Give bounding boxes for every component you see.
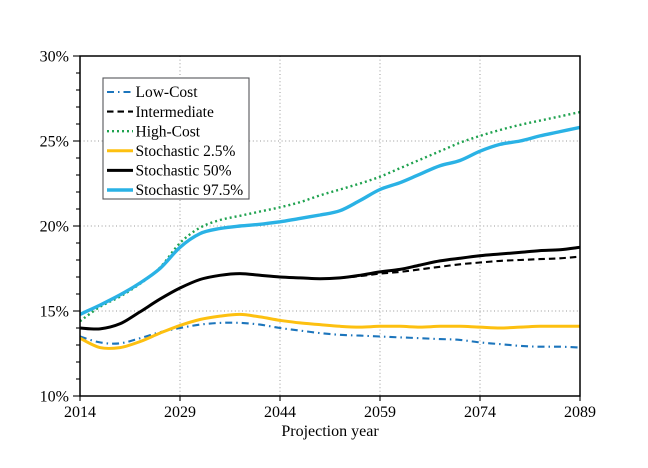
y-tick-label: 10% (40, 389, 69, 406)
x-tick-label: 2074 (464, 404, 496, 421)
legend-label: Low-Cost (136, 84, 199, 101)
legend-box (102, 77, 250, 200)
legend-entry-high-cost: High-Cost (107, 123, 201, 140)
legend-entry-stochastic-97-5: Stochastic 97.5% (107, 182, 243, 199)
x-tick-label: 2014 (64, 404, 96, 421)
legend-label: Stochastic 97.5% (136, 182, 244, 199)
y-tick-label: 25% (40, 134, 69, 151)
y-tick-label: 15% (40, 304, 69, 321)
y-tick-label: 30% (40, 49, 69, 66)
series-line-stochastic-97-5 (80, 125, 580, 316)
legend-label: High-Cost (136, 123, 201, 140)
series-line-stochastic-50 (80, 245, 580, 331)
legend-entry-stochastic-2-5: Stochastic 2.5% (107, 143, 235, 160)
legend-label: Stochastic 2.5% (136, 143, 236, 160)
series-line-stochastic-2-5 (80, 312, 580, 350)
axis-labels: 10% 15% 20% 25% 30% 2014 2029 2044 2059 2074 2089 P… (40, 49, 596, 441)
x-axis-title: Projection year (281, 423, 379, 440)
legend-entry-stochastic-50: Stochastic 50% (107, 163, 232, 180)
legend-label: Intermediate (136, 104, 214, 121)
legend-entry-low-cost: Low-Cost (107, 84, 198, 101)
legend-entry-intermediate: Intermediate (107, 104, 214, 121)
x-tick-label: 2089 (564, 404, 596, 421)
legend-label: Stochastic 50% (136, 163, 232, 180)
x-tick-label: 2029 (164, 404, 196, 421)
plot-frame (79, 55, 581, 397)
legend: Low-Cost Intermediate High-Cost Stochastic … (102, 77, 250, 200)
y-tick-label: 20% (40, 219, 69, 236)
series-lines (80, 110, 580, 350)
x-tick-label: 2059 (364, 404, 396, 421)
x-tick-label: 2044 (264, 404, 296, 421)
